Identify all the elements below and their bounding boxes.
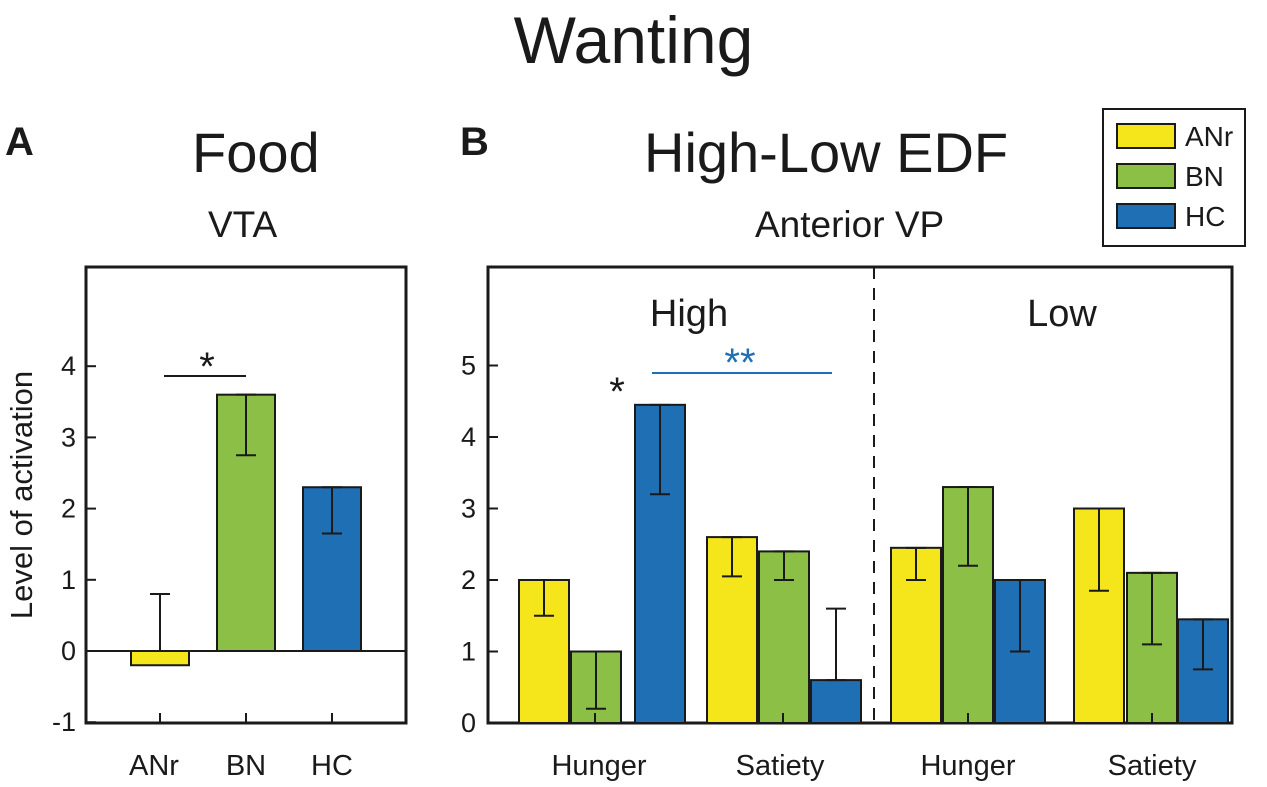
- panel-b-label: B: [460, 120, 489, 164]
- panel-a-ytick-label: 1: [61, 565, 76, 595]
- panel-a-xtick-label: ANr: [129, 750, 179, 782]
- legend: ANr BN HC: [1102, 108, 1246, 247]
- legend-swatch-anr: [1116, 123, 1176, 149]
- panel-a-sig-star: *: [199, 345, 215, 389]
- panel-b-region-high: High: [650, 293, 728, 335]
- panel-a-chart: -1 0 1 2 3 4 Level of activation ANr BN HC *: [4, 265, 408, 782]
- panel-b-chart: 0 1 2 3 4 5 High Low Hunger Satiety Hunger Satiety *…: [461, 265, 1234, 782]
- panel-a-ylabel: Level of activation: [4, 371, 39, 619]
- panel-b-xtick-label: Hunger: [920, 750, 1015, 782]
- panel-b-xtick-label: Hunger: [551, 750, 646, 782]
- panel-a-ytick-label: 3: [61, 422, 76, 452]
- legend-label-anr: ANr: [1185, 121, 1233, 152]
- figure-title: Wanting: [513, 3, 754, 77]
- panel-b-bar-hc-high-satiety: [810, 679, 862, 724]
- legend-swatch-bn: [1116, 163, 1176, 189]
- panel-a-xtick-label: HC: [311, 750, 353, 782]
- panel-a-bar-anr: [130, 650, 190, 667]
- panel-a-ytick-label: 2: [61, 494, 76, 524]
- panel-b-sig-star: *: [609, 370, 625, 414]
- legend-label-hc: HC: [1185, 201, 1225, 232]
- panel-b-ytick-label: 5: [461, 351, 476, 381]
- panel-a-ytick-label: 4: [61, 351, 76, 381]
- panel-b-region-low: Low: [1027, 293, 1097, 335]
- panel-b-ytick-label: 3: [461, 494, 476, 524]
- panel-a-label: A: [5, 120, 34, 164]
- legend-swatch-hc: [1116, 203, 1176, 229]
- panel-b-ytick-label: 2: [461, 565, 476, 595]
- panel-b-sig-double-star: **: [724, 341, 755, 385]
- panel-b-ytick-label: 4: [461, 422, 476, 452]
- panel-a-title: Food: [192, 121, 320, 184]
- panel-a-ytick-label: 0: [61, 636, 76, 666]
- panel-b-ytick-label: 0: [461, 708, 476, 738]
- legend-label-bn: BN: [1185, 161, 1224, 192]
- panel-b-title: High-Low EDF: [644, 121, 1009, 184]
- panel-b-subtitle: Anterior VP: [755, 204, 945, 245]
- panel-a-xtick-label: BN: [226, 750, 266, 782]
- panel-b-ytick-label: 1: [461, 637, 476, 667]
- panel-a-subtitle: VTA: [208, 204, 278, 245]
- panel-b-xtick-label: Satiety: [1108, 750, 1197, 782]
- panel-b-xtick-label: Satiety: [736, 750, 825, 782]
- panel-a-ytick-label: -1: [52, 707, 76, 737]
